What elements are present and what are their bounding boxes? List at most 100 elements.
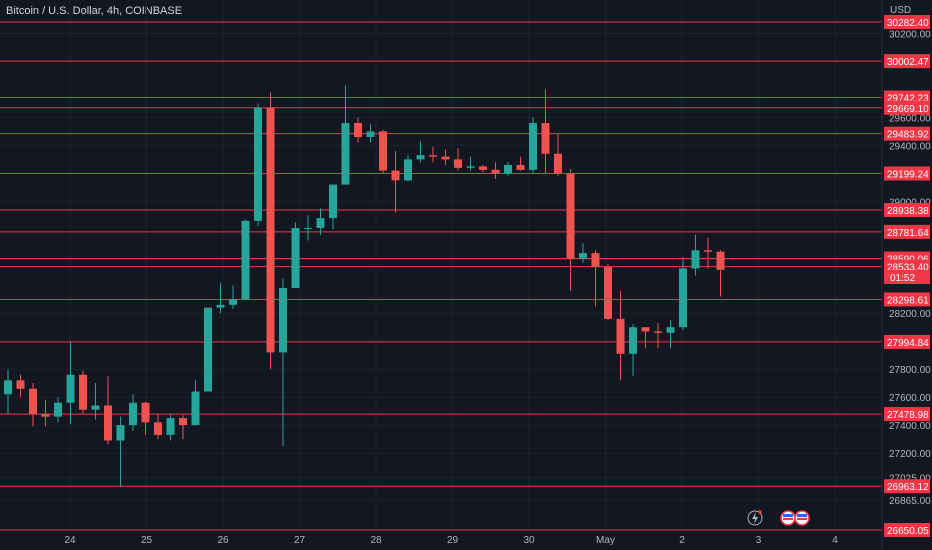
- price-tick-1: 29600.00: [889, 113, 931, 124]
- flash-icon[interactable]: [747, 510, 763, 526]
- candle-body-9: [116, 425, 125, 441]
- candle-29: [366, 124, 375, 143]
- candle-14: [179, 415, 187, 440]
- candle-46: [579, 243, 587, 263]
- price-tick-0: 30200.00: [889, 30, 931, 41]
- candle-body-13: [166, 418, 175, 435]
- countdown-label: 01:52: [890, 273, 915, 284]
- candle-body-7: [91, 405, 100, 410]
- candle-52: [654, 323, 662, 349]
- candle-body-53: [666, 327, 675, 333]
- candle-body-54: [679, 268, 687, 328]
- level-lines: [0, 21, 882, 531]
- candle-body-35: [441, 156, 450, 160]
- candle-38: [479, 164, 487, 172]
- candle-31: [391, 150, 400, 213]
- level-label-bg-4: [884, 126, 930, 141]
- candle-body-28: [354, 123, 362, 138]
- price-tick-5: 27800.00: [889, 365, 931, 376]
- candle-43: [541, 89, 550, 174]
- level-label-6: 28938.38: [887, 206, 929, 217]
- candle-body-46: [579, 253, 587, 259]
- candle-56: [704, 237, 712, 269]
- candle-3: [41, 399, 50, 427]
- flag-event-icon[interactable]: [780, 510, 796, 526]
- candle-body-30: [379, 131, 387, 171]
- price-tick-6: 27600.00: [889, 393, 931, 404]
- candle-26: [329, 184, 337, 230]
- candle-50: [629, 324, 637, 377]
- candle-5: [66, 341, 75, 424]
- x-tick-7: May: [596, 535, 615, 546]
- grid-lines: [0, 0, 882, 530]
- candle-body-23: [291, 227, 300, 289]
- currency-label: USD: [890, 5, 911, 16]
- candle-20: [254, 103, 262, 227]
- candle-series: [4, 85, 725, 487]
- candle-6: [79, 370, 87, 414]
- level-label-13: 27478.98: [887, 410, 929, 421]
- level-label-bg-14: [884, 479, 930, 494]
- candle-10: [129, 394, 137, 431]
- candle-body-34: [429, 155, 437, 157]
- candle-body-0: [4, 380, 12, 395]
- candle-4: [54, 397, 62, 423]
- level-label-14: 26963.12: [887, 482, 929, 493]
- candle-44: [554, 134, 562, 177]
- candle-body-38: [479, 166, 487, 170]
- level-label-bg-12: [884, 334, 930, 349]
- candle-34: [429, 146, 437, 163]
- candle-body-12: [154, 422, 162, 435]
- x-tick-1: 25: [141, 535, 153, 546]
- candle-21: [266, 92, 275, 370]
- candle-body-17: [216, 304, 225, 308]
- candle-body-18: [229, 299, 237, 305]
- candle-body-25: [316, 218, 325, 228]
- bottom-icons[interactable]: [747, 510, 810, 526]
- candle-body-49: [616, 318, 625, 354]
- candle-body-24: [304, 227, 312, 229]
- candle-7: [91, 383, 100, 420]
- candle-1: [16, 374, 25, 398]
- level-label-bg-5: [884, 166, 930, 181]
- candle-body-32: [404, 159, 412, 181]
- level-label-7: 28781.64: [887, 228, 929, 239]
- x-tick-4: 28: [370, 535, 382, 546]
- candle-body-22: [279, 288, 287, 353]
- level-label-11: 28298.61: [887, 295, 929, 306]
- candle-15: [191, 380, 200, 426]
- candle-22: [279, 278, 287, 447]
- candle-13: [166, 413, 175, 441]
- candle-19: [241, 219, 250, 300]
- candle-body-11: [141, 402, 150, 423]
- candle-body-40: [504, 164, 512, 174]
- candle-41: [516, 156, 525, 171]
- x-tick-3: 27: [294, 535, 306, 546]
- candle-25: [316, 208, 325, 235]
- candle-body-56: [704, 250, 712, 252]
- candle-body-44: [554, 153, 562, 174]
- candle-body-4: [54, 402, 62, 417]
- level-label-0: 30282.40: [887, 18, 929, 29]
- candle-body-31: [391, 170, 400, 181]
- candle-body-37: [466, 166, 475, 168]
- candle-body-6: [79, 374, 87, 410]
- level-label-12: 27994.84: [887, 338, 929, 349]
- candle-body-51: [641, 327, 650, 332]
- candle-9: [116, 416, 125, 487]
- candle-body-36: [454, 159, 462, 168]
- candle-47: [591, 250, 600, 307]
- candle-body-42: [529, 123, 537, 170]
- candle-body-55: [691, 250, 700, 269]
- level-label-10: 28533.40: [887, 263, 929, 274]
- candle-body-45: [566, 173, 575, 259]
- flag-event-icon-2[interactable]: [794, 510, 810, 526]
- price-tick-2: 29400.00: [889, 141, 931, 152]
- candle-body-29: [366, 131, 375, 138]
- candle-body-39: [491, 169, 500, 174]
- price-tick-9: 27025.00: [889, 474, 931, 485]
- candle-body-15: [191, 391, 200, 426]
- candle-body-2: [29, 388, 37, 414]
- x-tick-9: 3: [756, 535, 762, 546]
